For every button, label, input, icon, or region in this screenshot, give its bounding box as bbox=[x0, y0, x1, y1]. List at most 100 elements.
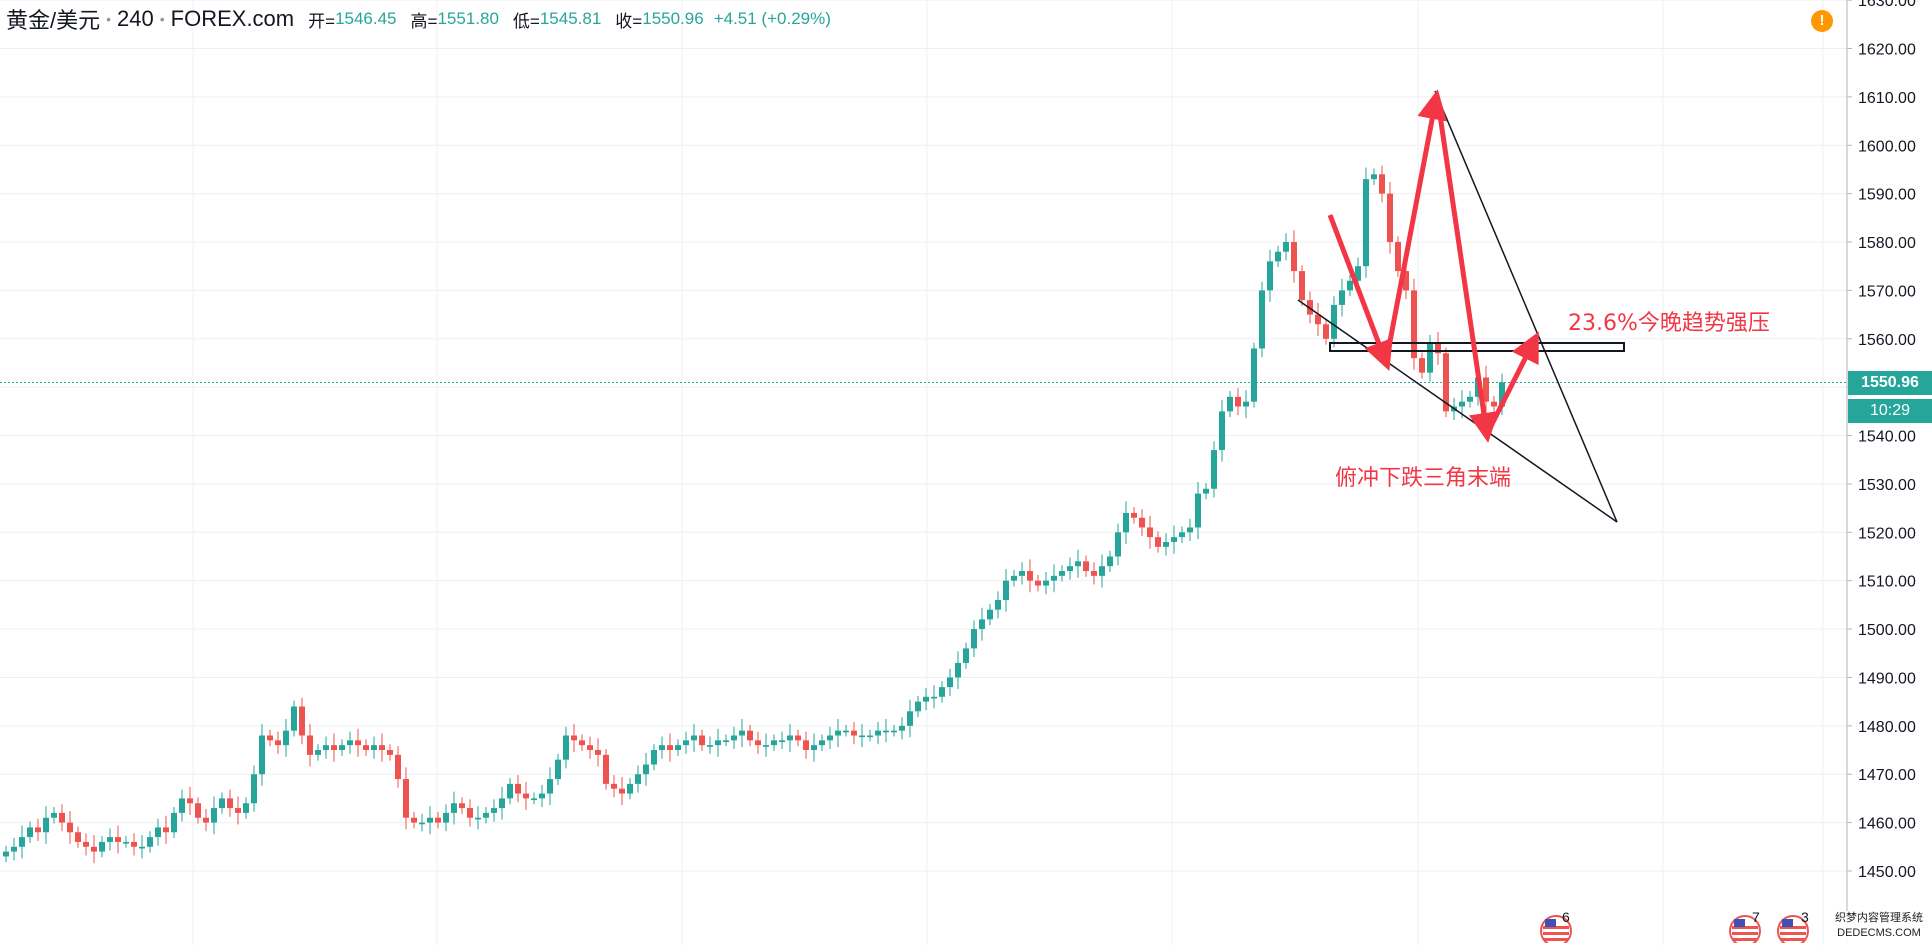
candle-body[interactable] bbox=[1187, 527, 1193, 533]
candle-body[interactable] bbox=[1227, 396, 1233, 412]
candle-body[interactable] bbox=[915, 701, 921, 712]
candle-body[interactable] bbox=[811, 745, 817, 751]
candle-body[interactable] bbox=[1131, 512, 1137, 518]
candle-body[interactable] bbox=[91, 846, 97, 852]
candle-body[interactable] bbox=[451, 803, 457, 813]
candle-body[interactable] bbox=[747, 730, 753, 741]
candle-body[interactable] bbox=[339, 745, 345, 751]
candle-body[interactable] bbox=[227, 798, 233, 809]
candle-body[interactable] bbox=[211, 808, 217, 823]
candle-body[interactable] bbox=[1435, 343, 1441, 354]
candle-body[interactable] bbox=[531, 798, 537, 801]
candle-body[interactable] bbox=[1483, 377, 1489, 402]
candle-body[interactable] bbox=[651, 750, 657, 765]
candle-body[interactable] bbox=[1219, 411, 1225, 451]
candle-body[interactable] bbox=[835, 730, 841, 736]
candle-body[interactable] bbox=[187, 798, 193, 804]
candle-body[interactable] bbox=[35, 827, 41, 833]
symbol-name[interactable]: 黄金/美元 bbox=[6, 8, 101, 33]
candle-body[interactable] bbox=[1195, 493, 1201, 528]
candle-body[interactable] bbox=[1091, 571, 1097, 576]
candle-body[interactable] bbox=[1259, 290, 1265, 349]
candle-body[interactable] bbox=[691, 735, 697, 741]
candle-body[interactable] bbox=[611, 783, 617, 789]
candle-body[interactable] bbox=[763, 745, 769, 747]
candle-body[interactable] bbox=[971, 629, 977, 649]
candle-body[interactable] bbox=[867, 735, 873, 738]
candle-body[interactable] bbox=[627, 783, 633, 794]
candle-body[interactable] bbox=[331, 745, 337, 751]
candle-body[interactable] bbox=[923, 696, 929, 702]
candle-body[interactable] bbox=[795, 735, 801, 741]
candle-body[interactable] bbox=[571, 735, 577, 741]
candle-body[interactable] bbox=[83, 841, 89, 847]
candle-body[interactable] bbox=[1211, 450, 1217, 489]
up-arrow-1[interactable] bbox=[1385, 89, 1447, 353]
candle-body[interactable] bbox=[67, 822, 73, 833]
candle-body[interactable] bbox=[675, 745, 681, 751]
candle-body[interactable] bbox=[1347, 280, 1353, 291]
candle-body[interactable] bbox=[1139, 517, 1145, 528]
candle-body[interactable] bbox=[283, 730, 289, 746]
candle-body[interactable] bbox=[1395, 242, 1401, 272]
candle-body[interactable] bbox=[179, 798, 185, 813]
candle-body[interactable] bbox=[195, 803, 201, 818]
candle-body[interactable] bbox=[1299, 271, 1305, 301]
candle-body[interactable] bbox=[1411, 290, 1417, 359]
candle-body[interactable] bbox=[27, 827, 33, 838]
candle-body[interactable] bbox=[779, 740, 785, 743]
candle-body[interactable] bbox=[1115, 532, 1121, 557]
candle-body[interactable] bbox=[1403, 271, 1409, 291]
candle-body[interactable] bbox=[939, 687, 945, 697]
candle-body[interactable] bbox=[1387, 193, 1393, 243]
candle-body[interactable] bbox=[323, 745, 329, 751]
candle-body[interactable] bbox=[475, 817, 481, 820]
candle-body[interactable] bbox=[1123, 512, 1129, 533]
candle-body[interactable] bbox=[515, 783, 521, 794]
candle-body[interactable] bbox=[139, 846, 145, 849]
candle-body[interactable] bbox=[1323, 324, 1329, 339]
candle-body[interactable] bbox=[547, 779, 553, 794]
candle-body[interactable] bbox=[499, 798, 505, 809]
candle-body[interactable] bbox=[51, 812, 57, 818]
candle-body[interactable] bbox=[595, 750, 601, 755]
candle-body[interactable] bbox=[387, 750, 393, 755]
candle-body[interactable] bbox=[1363, 179, 1369, 267]
candle-body[interactable] bbox=[411, 817, 417, 823]
candle-body[interactable] bbox=[1315, 314, 1321, 325]
candle-body[interactable] bbox=[891, 730, 897, 733]
candle-body[interactable] bbox=[1011, 575, 1017, 581]
candle-body[interactable] bbox=[1067, 566, 1073, 572]
candle-body[interactable] bbox=[347, 740, 353, 746]
candle-body[interactable] bbox=[987, 609, 993, 620]
lower-trendline[interactable] bbox=[1297, 299, 1618, 523]
candle-body[interactable] bbox=[1155, 537, 1161, 547]
candle-body[interactable] bbox=[1267, 261, 1273, 291]
candle-body[interactable] bbox=[243, 803, 249, 813]
candle-body[interactable] bbox=[1107, 556, 1113, 567]
candle-body[interactable] bbox=[267, 735, 273, 741]
down-arrow-1[interactable] bbox=[1327, 214, 1393, 372]
candle-body[interactable] bbox=[1203, 488, 1209, 494]
candle-body[interactable] bbox=[643, 764, 649, 775]
candle-body[interactable] bbox=[467, 808, 473, 818]
candle-body[interactable] bbox=[291, 706, 297, 731]
candle-body[interactable] bbox=[739, 730, 745, 736]
candle-body[interactable] bbox=[11, 846, 17, 852]
candle-body[interactable] bbox=[1379, 174, 1385, 194]
candle-body[interactable] bbox=[523, 793, 529, 799]
candle-body[interactable] bbox=[75, 832, 81, 842]
candle-body[interactable] bbox=[859, 735, 865, 738]
candle-body[interactable] bbox=[1371, 174, 1377, 180]
candle-body[interactable] bbox=[299, 706, 305, 736]
candle-body[interactable] bbox=[1235, 396, 1241, 407]
candle-body[interactable] bbox=[395, 754, 401, 780]
candle-body[interactable] bbox=[371, 745, 377, 751]
candle-body[interactable] bbox=[699, 735, 705, 746]
candle-body[interactable] bbox=[355, 740, 361, 746]
candle-body[interactable] bbox=[539, 793, 545, 799]
candle-body[interactable] bbox=[1307, 300, 1313, 315]
us-flag-icon[interactable] bbox=[1727, 913, 1763, 943]
candle-body[interactable] bbox=[315, 750, 321, 755]
